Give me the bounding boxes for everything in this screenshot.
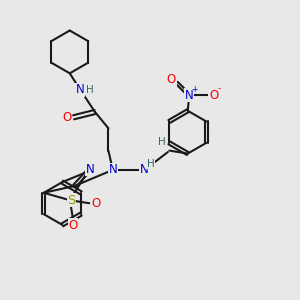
Text: H: H (158, 137, 166, 147)
Text: N: N (140, 164, 148, 176)
Text: N: N (85, 163, 94, 176)
Text: O: O (167, 74, 176, 86)
Text: S: S (67, 194, 76, 207)
Text: H: H (86, 85, 94, 95)
Text: N: N (76, 83, 85, 96)
Text: N: N (185, 89, 194, 102)
Text: O: O (91, 197, 101, 210)
Text: -: - (217, 84, 220, 93)
Text: N: N (109, 164, 117, 176)
Text: O: O (68, 219, 77, 232)
Text: O: O (209, 89, 218, 102)
Text: +: + (191, 85, 198, 94)
Text: O: O (62, 111, 72, 124)
Text: H: H (147, 159, 154, 169)
